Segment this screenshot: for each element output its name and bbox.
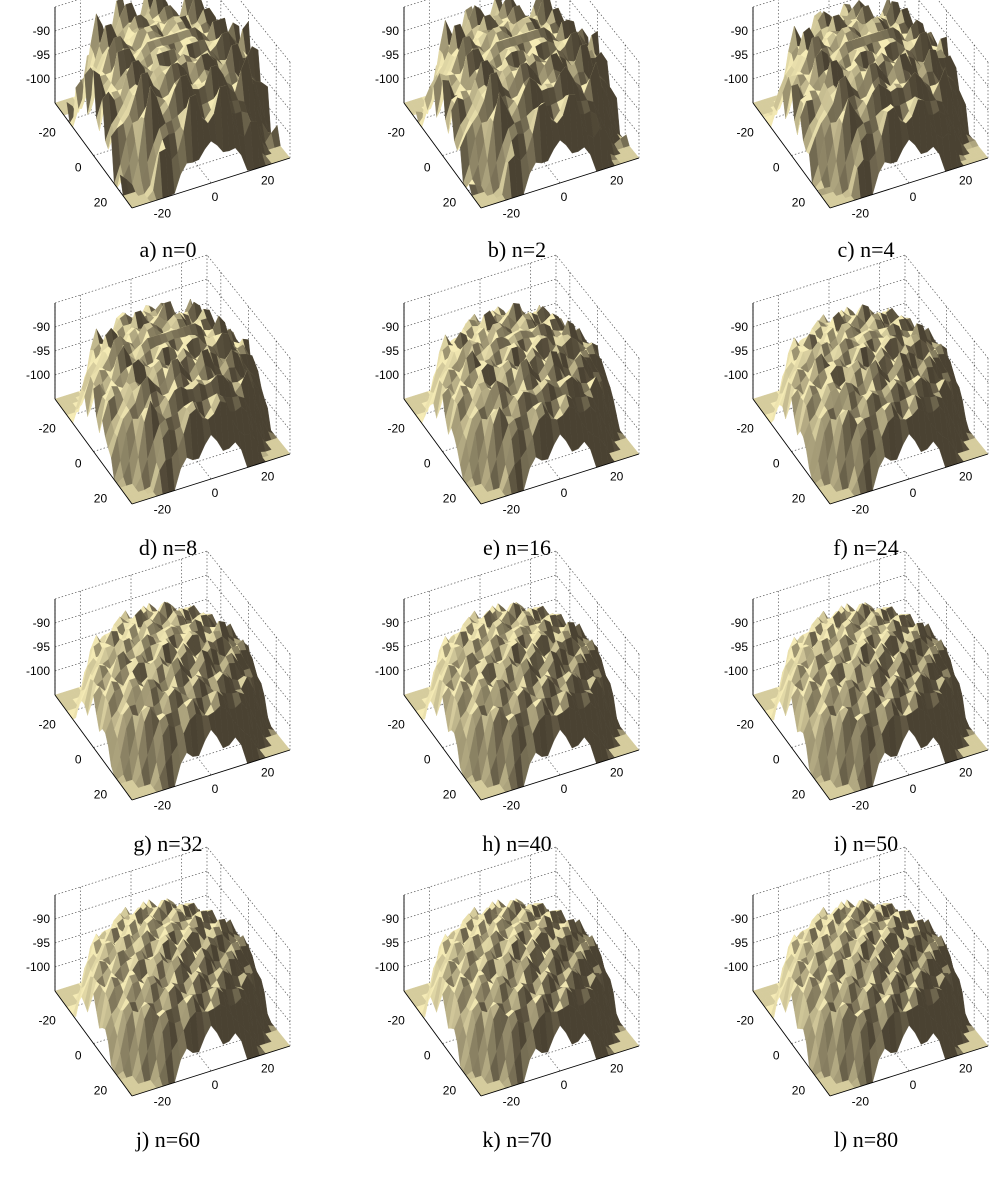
x-tick-label: -20 (503, 503, 521, 517)
panel-caption: b) n=2 (349, 237, 685, 263)
surface (55, 602, 290, 800)
panel-caption: f) n=24 (698, 535, 1008, 561)
x-tick-label: 20 (610, 173, 624, 187)
panel-d: -90 -95 -100 -20 0 20 20 0 -20 d) n=8 (0, 296, 336, 586)
y-tick-label: 20 (792, 196, 806, 210)
x-tick-label: -20 (154, 207, 172, 221)
surface-plot: -90 -95 -100 -20 0 20 20 0 -20 (0, 296, 336, 536)
z-tick-label: -100 (375, 368, 399, 382)
y-tick-label: 0 (75, 457, 82, 471)
y-tick-label: 0 (773, 457, 780, 471)
x-tick-label: 0 (910, 486, 917, 500)
panel-f: -90 -95 -100 -20 0 20 20 0 -20 f) n=24 (698, 296, 1008, 586)
surface (753, 0, 988, 208)
x-tick-label: 20 (610, 469, 624, 483)
y-tick-label: -20 (38, 718, 56, 732)
z-tick-label: -100 (26, 368, 50, 382)
z-tick-label: -95 (33, 344, 51, 358)
surface-plot: -90 -95 -100 -20 0 20 20 0 -20 (698, 296, 1008, 536)
x-tick-label: 0 (910, 190, 917, 204)
surface (404, 303, 639, 504)
z-tick-label: -95 (382, 344, 400, 358)
surface (753, 305, 988, 504)
y-tick-label: 20 (792, 492, 806, 506)
y-tick-label: 20 (443, 196, 457, 210)
z-tick-label: -90 (731, 24, 749, 38)
x-tick-label: 0 (212, 190, 219, 204)
z-tick-label: -90 (33, 320, 51, 334)
y-tick-label: 0 (75, 161, 82, 175)
y-tick-label: 0 (75, 753, 82, 767)
x-tick-label: 20 (959, 469, 973, 483)
x-tick-label: 20 (261, 765, 275, 779)
panel-e: -90 -95 -100 -20 0 20 20 0 -20 e) n=16 (349, 296, 685, 586)
x-tick-label: 20 (959, 173, 973, 187)
z-tick-label: -95 (731, 48, 749, 62)
y-tick-label: -20 (736, 422, 754, 436)
panel-caption: e) n=16 (349, 535, 685, 561)
y-tick-label: -20 (38, 422, 56, 436)
y-tick-label: 0 (424, 161, 431, 175)
z-tick-label: -95 (33, 48, 51, 62)
z-tick-label: -90 (382, 320, 400, 334)
y-tick-label: -20 (38, 126, 56, 140)
surface (55, 299, 290, 504)
x-tick-label: 0 (561, 190, 568, 204)
panel-a: -90 -95 -100 -20 0 20 20 0 -20 a) n=0 (0, 0, 336, 290)
panel-caption: g) n=32 (0, 831, 336, 857)
x-tick-label: -20 (852, 503, 870, 517)
z-tick-label: -90 (731, 320, 749, 334)
z-tick-label: -100 (724, 72, 748, 86)
y-tick-label: -20 (387, 126, 405, 140)
surface-plot: -90 -95 -100 -20 0 20 20 0 -20 (349, 0, 685, 240)
y-tick-label: 20 (94, 492, 108, 506)
y-tick-label: 20 (443, 492, 457, 506)
y-tick-label: 0 (773, 161, 780, 175)
surface (404, 602, 639, 800)
x-tick-label: 0 (561, 486, 568, 500)
surface-plot: -90 -95 -100 -20 0 20 20 0 -20 (0, 0, 336, 240)
y-tick-label: -20 (736, 126, 754, 140)
x-tick-label: 0 (212, 782, 219, 796)
panel-g: -90 -95 -100 -20 0 20 20 0 -20 g) n=32 (0, 592, 336, 882)
panel-caption: c) n=4 (698, 237, 1008, 263)
z-tick-label: -100 (26, 664, 50, 678)
y-tick-label: 20 (94, 196, 108, 210)
x-tick-label: 0 (212, 486, 219, 500)
surface-plot: -90 -95 -100 -20 0 20 20 0 -20 (698, 0, 1008, 240)
z-tick-label: -100 (26, 72, 50, 86)
z-tick-label: -95 (33, 640, 51, 654)
x-tick-label: -20 (154, 799, 172, 813)
surface-plot: -90 -95 -100 -20 0 20 20 0 -20 (0, 592, 336, 832)
z-tick-label: -95 (382, 48, 400, 62)
z-tick-label: -90 (33, 24, 51, 38)
x-tick-label: -20 (503, 207, 521, 221)
panel-caption: d) n=8 (0, 535, 336, 561)
y-tick-label: 0 (424, 457, 431, 471)
panel-b: -90 -95 -100 -20 0 20 20 0 -20 b) n=2 (349, 0, 685, 290)
panel-c: -90 -95 -100 -20 0 20 20 0 -20 c) n=4 (698, 0, 1008, 290)
z-tick-label: -90 (33, 616, 51, 630)
z-tick-label: -100 (375, 72, 399, 86)
x-tick-label: 20 (261, 469, 275, 483)
y-tick-label: 20 (94, 788, 108, 802)
z-tick-label: -95 (731, 344, 749, 358)
z-tick-label: -90 (382, 24, 400, 38)
panel-caption: a) n=0 (0, 237, 336, 263)
surface (404, 0, 639, 208)
surface (55, 0, 290, 208)
x-tick-label: -20 (852, 207, 870, 221)
y-tick-label: -20 (387, 422, 405, 436)
surface-plot: -90 -95 -100 -20 0 20 20 0 -20 (349, 296, 685, 536)
x-tick-label: 20 (261, 173, 275, 187)
z-tick-label: -100 (724, 368, 748, 382)
x-tick-label: -20 (154, 503, 172, 517)
